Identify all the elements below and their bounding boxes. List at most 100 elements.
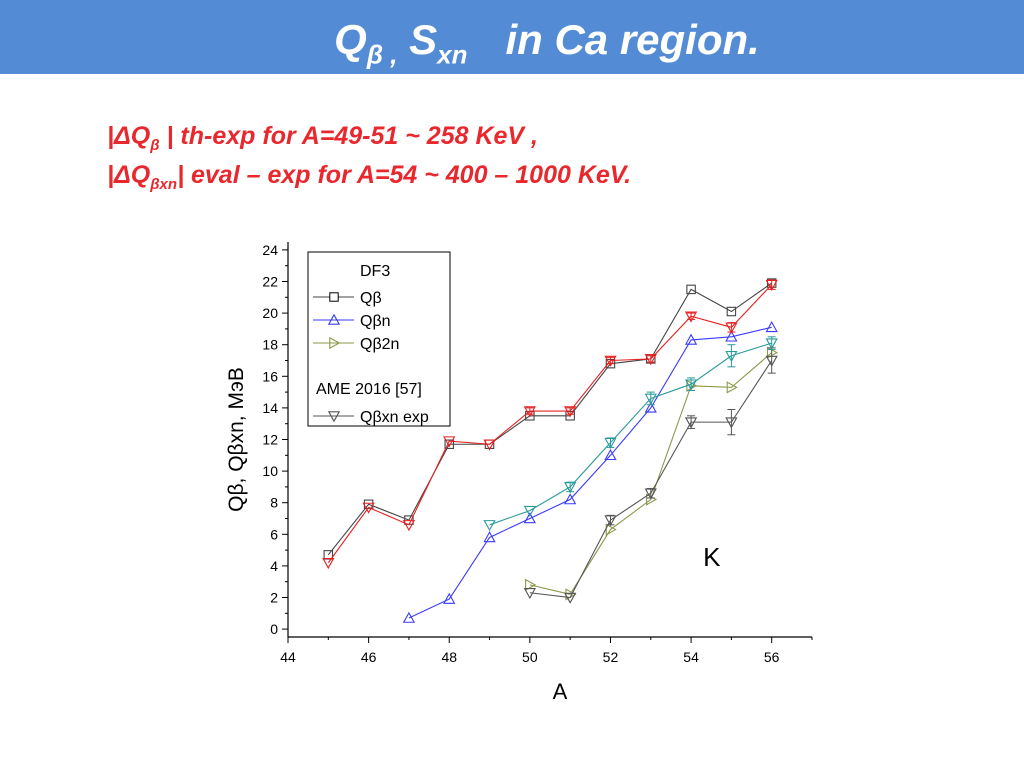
legend-label: Qβ [360,290,382,307]
data-point [329,292,339,302]
data-point [443,592,456,604]
x-tick-label: 44 [280,649,296,665]
legend-label: Qβxn exp [360,409,429,426]
chart-annotation: K [703,542,721,572]
series-1 [402,320,778,623]
title-q-subscript: β , [366,39,398,70]
data-point [644,354,657,366]
series-4 [322,279,778,570]
data-point [644,401,657,413]
data-point [765,320,778,333]
series-5 [483,336,778,532]
data-point [765,355,778,367]
data-point [644,488,657,500]
legend: Qβ Qβn Qβ2n Qβxn exp [307,251,451,427]
y-tick-label: 16 [262,368,278,384]
y-tick-label: 10 [262,463,278,479]
data-point [402,520,416,532]
data-point [523,588,536,600]
y-tick-label: 8 [270,495,278,511]
data-point [644,393,657,405]
series-2 [525,346,779,601]
data-point [564,406,577,418]
x-tick-label: 52 [603,649,619,665]
note-1-prefix: |ΔQ [107,122,151,150]
y-tick-label: 20 [262,305,278,321]
x-tick-label: 54 [683,649,699,665]
slide-title: Qβ , Sxn in Ca region. [0,8,1024,72]
y-tick-label: 18 [262,337,278,353]
data-point [725,330,738,342]
data-point [726,306,737,317]
data-point [725,417,738,429]
data-point [327,411,341,423]
data-point [525,578,537,591]
data-point [327,313,341,325]
legend-label: Qβ2n [360,336,399,353]
series-line [408,326,772,619]
note-1-text: | th-exp for A=49-51 ~ 258 KeV , [159,122,538,150]
data-point [725,351,738,363]
data-point [686,284,696,295]
note-2-subscript: βxn [150,176,178,193]
series-3 [523,347,778,604]
data-point [402,611,416,623]
x-tick-label: 56 [764,649,780,665]
series-line [327,282,773,556]
data-point [604,437,617,449]
data-point [329,336,341,350]
series-line [327,284,773,564]
y-tick-label: 6 [270,526,278,542]
data-point [362,502,375,514]
title-s: S [409,16,438,63]
data-point [483,531,496,543]
data-point [684,333,698,345]
y-tick-label: 0 [270,621,278,637]
data-point [604,448,617,461]
x-axis-label: A [553,679,568,704]
title-rest: in Ca region. [505,16,760,63]
data-point [564,493,577,505]
data-point [322,557,335,570]
x-tick-label: 50 [522,649,538,665]
series-line [529,352,773,595]
y-tick-label: 24 [262,242,278,258]
data-point [725,322,738,334]
data-point [523,512,536,524]
data-point [684,417,698,429]
data-point [684,379,698,391]
data-point [483,520,496,532]
data-point [765,279,778,291]
data-point [726,381,738,394]
title-s-subscript: xn [437,39,468,70]
note-2-prefix: |ΔQ [107,161,151,189]
legend-group-title: AME 2016 [57] [316,381,422,398]
note-line-2: |ΔQβxn| eval – exp for A=54 ~ 400 – 1000… [107,161,631,193]
legend-label: Qβn [360,313,391,330]
y-tick-label: 14 [262,400,278,416]
data-point [444,439,454,449]
x-tick-label: 46 [361,649,377,665]
note-line-1: |ΔQβ | th-exp for A=49-51 ~ 258 KeV , [107,122,538,154]
data-point [523,406,536,418]
y-tick-label: 4 [270,558,278,574]
data-point [604,355,617,367]
note-2-text: | eval – exp for A=54 ~ 400 – 1000 KeV. [177,161,632,189]
note-1-subscript: β [150,137,160,154]
data-point [443,436,456,448]
data-point [765,338,778,350]
title-q: Q [334,16,367,63]
legend-group-title: DF3 [360,263,390,280]
data-point [564,592,577,604]
data-point [684,311,698,323]
data-point [483,439,496,451]
y-tick-label: 22 [262,274,278,290]
data-point [604,515,617,527]
y-axis-label: Qβ, Qβxn, МэВ [225,367,248,512]
y-tick-label: 12 [262,432,278,448]
y-tick-label: 2 [270,590,278,606]
data-point [605,523,617,536]
series-line [489,342,772,526]
header-bar [0,0,1024,74]
